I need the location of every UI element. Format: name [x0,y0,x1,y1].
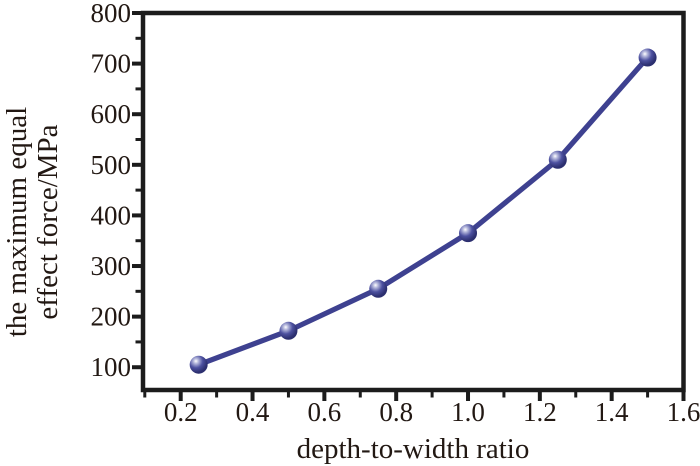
x-tick-label: 0.4 [236,397,270,427]
y-tick-label: 800 [91,0,132,28]
y-tick-label: 500 [91,150,132,180]
data-line [196,54,651,368]
y-tick-label: 700 [91,49,132,79]
x-tick-label: 1.6 [667,397,700,427]
data-point-marker [189,355,208,374]
plot-area: 0.2 0.4 0.6 0.8 1.0 1.2 1.4 1.6 100 200 300 400 500 6… [91,0,700,427]
y-tick-label: 200 [91,302,132,332]
y-tick-label: 300 [91,251,132,281]
x-axis-title: depth-to-width ratio [297,433,530,465]
x-tick-label: 1.0 [451,397,485,427]
x-tick-label: 1.2 [523,397,557,427]
y-tick-label: 600 [91,99,132,129]
x-tick-label: 1.4 [595,397,629,427]
data-point-marker [548,150,567,169]
y-tick-label: 100 [91,352,132,382]
x-tick-label: 0.8 [379,397,413,427]
axis-frame [140,10,686,393]
x-tick-label: 0.2 [164,397,198,427]
data-point-marker [459,224,478,243]
y-tick-label: 400 [91,200,132,230]
y-axis-title-line2: effect force/MPa [32,124,64,319]
data-point-marker [638,48,657,67]
y-axis-title-line1: the maximum equal [1,107,33,337]
data-point-marker [369,279,388,298]
x-tick-label: 0.6 [307,397,341,427]
data-point-marker [279,321,298,340]
